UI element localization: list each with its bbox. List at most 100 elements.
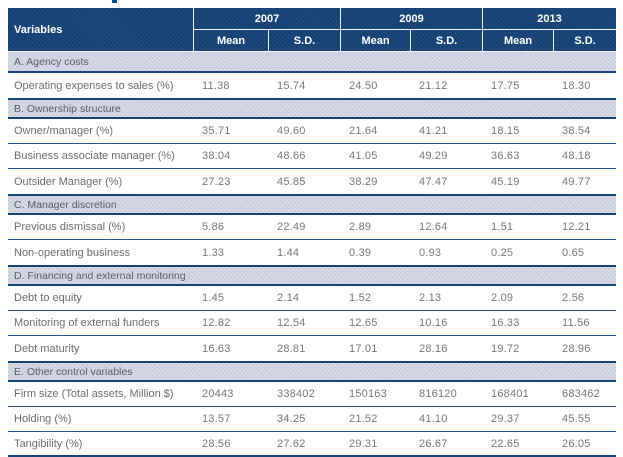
value-cell: 2.09 bbox=[482, 286, 554, 311]
variable-row: Debt to equity 1.45 2.14 1.52 2.13 2.09 2.56 bbox=[8, 286, 617, 311]
variable-row: Business associate manager (%) 38.04 48.66… bbox=[8, 144, 617, 169]
section-title: A. Agency costs bbox=[8, 52, 617, 73]
value-cell: 1.51 bbox=[482, 215, 554, 240]
section-header-row: E. Other control variables bbox=[8, 361, 617, 382]
value-cell: 0.39 bbox=[340, 240, 411, 265]
stat-subheader-row: Mean S.D. Mean S.D. Mean S.D. bbox=[8, 30, 617, 52]
variable-label: Operating expenses to sales (%) bbox=[8, 73, 193, 98]
value-cell: 16.33 bbox=[482, 311, 554, 336]
value-cell: 49.77 bbox=[553, 169, 617, 194]
value-cell: 21.12 bbox=[410, 73, 483, 98]
value-cell: 28.81 bbox=[268, 336, 341, 361]
value-cell: 0.25 bbox=[482, 240, 554, 265]
year-header-2013: 2013 bbox=[482, 8, 617, 30]
sd-header-2013: S.D. bbox=[553, 30, 617, 52]
variable-label: Owner/manager (%) bbox=[8, 119, 193, 144]
value-cell: 15.74 bbox=[268, 73, 341, 98]
variable-row: Outsider Manager (%) 27.23 45.85 38.29 47.47… bbox=[8, 169, 617, 194]
value-cell: 12.54 bbox=[268, 311, 341, 336]
value-cell: 18.30 bbox=[553, 73, 617, 98]
value-cell: 1.52 bbox=[340, 286, 411, 311]
value-cell: 1.45 bbox=[193, 286, 268, 311]
value-cell: 49.60 bbox=[268, 119, 341, 144]
value-cell: 27.23 bbox=[193, 169, 268, 194]
value-cell: 150163 bbox=[340, 382, 411, 407]
value-cell: 20443 bbox=[193, 382, 268, 407]
value-cell: 2.56 bbox=[553, 286, 617, 311]
value-cell: 2.89 bbox=[340, 215, 411, 240]
cropped-text-artifact bbox=[112, 0, 117, 3]
variable-row: Monitoring of external funders 12.82 12.54… bbox=[8, 311, 617, 336]
value-cell: 29.31 bbox=[340, 432, 411, 457]
value-cell: 19.72 bbox=[482, 336, 554, 361]
value-cell: 2.14 bbox=[268, 286, 341, 311]
value-cell: 45.19 bbox=[482, 169, 554, 194]
value-cell: 28.56 bbox=[193, 432, 268, 457]
value-cell: 1.44 bbox=[268, 240, 341, 265]
value-cell: 0.65 bbox=[553, 240, 617, 265]
mean-header-2009: Mean bbox=[340, 30, 411, 52]
value-cell: 38.29 bbox=[340, 169, 411, 194]
section-title: B. Ownership structure bbox=[8, 98, 617, 119]
section-title: C. Manager discretion bbox=[8, 194, 617, 215]
value-cell: 38.54 bbox=[553, 119, 617, 144]
section-title: E. Other control variables bbox=[8, 361, 617, 382]
variable-label: Debt maturity bbox=[8, 336, 193, 361]
value-cell: 168401 bbox=[482, 382, 554, 407]
value-cell: 26.05 bbox=[553, 432, 617, 457]
value-cell: 27.62 bbox=[268, 432, 341, 457]
value-cell: 48.66 bbox=[268, 144, 341, 169]
section-title: D. Financing and external monitoring bbox=[8, 265, 617, 286]
value-cell: 816120 bbox=[410, 382, 483, 407]
value-cell: 683462 bbox=[553, 382, 617, 407]
variable-row: Operating expenses to sales (%) 11.38 15.7… bbox=[8, 73, 617, 98]
value-cell: 45.85 bbox=[268, 169, 341, 194]
variable-row: Tangibility (%) 28.56 27.62 29.31 26.67 22.65… bbox=[8, 432, 617, 457]
variable-label: Monitoring of external funders bbox=[8, 311, 193, 336]
value-cell: 28.96 bbox=[553, 336, 617, 361]
table-header: Variables 2007 2009 2013 Mean S.D. Mean … bbox=[8, 8, 617, 52]
value-cell: 0.93 bbox=[410, 240, 483, 265]
value-cell: 24.50 bbox=[340, 73, 411, 98]
value-cell: 36.63 bbox=[482, 144, 554, 169]
value-cell: 12.65 bbox=[340, 311, 411, 336]
value-cell: 21.64 bbox=[340, 119, 411, 144]
value-cell: 17.75 bbox=[482, 73, 554, 98]
table-body: A. Agency costs Operating expenses to sal… bbox=[8, 52, 617, 457]
section-header-row: B. Ownership structure bbox=[8, 98, 617, 119]
value-cell: 28.16 bbox=[410, 336, 483, 361]
value-cell: 12.82 bbox=[193, 311, 268, 336]
value-cell: 1.33 bbox=[193, 240, 268, 265]
variable-label: Non-operating business bbox=[8, 240, 193, 265]
value-cell: 12.64 bbox=[410, 215, 483, 240]
variable-row: Debt maturity 16.63 28.81 17.01 28.16 19.72 28… bbox=[8, 336, 617, 361]
value-cell: 38.04 bbox=[193, 144, 268, 169]
value-cell: 22.65 bbox=[482, 432, 554, 457]
section-header-row: A. Agency costs bbox=[8, 52, 617, 73]
section-header-row: C. Manager discretion bbox=[8, 194, 617, 215]
value-cell: 338402 bbox=[268, 382, 341, 407]
value-cell: 16.63 bbox=[193, 336, 268, 361]
value-cell: 11.56 bbox=[553, 311, 617, 336]
value-cell: 2.13 bbox=[410, 286, 483, 311]
value-cell: 10.16 bbox=[410, 311, 483, 336]
value-cell: 22.49 bbox=[268, 215, 341, 240]
value-cell: 18.15 bbox=[482, 119, 554, 144]
value-cell: 12.21 bbox=[553, 215, 617, 240]
sd-header-2007: S.D. bbox=[268, 30, 341, 52]
value-cell: 48.18 bbox=[553, 144, 617, 169]
mean-header-2013: Mean bbox=[482, 30, 554, 52]
value-cell: 41.21 bbox=[410, 119, 483, 144]
variable-label: Firm size (Total assets, Million $) bbox=[8, 382, 193, 407]
variable-label: Business associate manager (%) bbox=[8, 144, 193, 169]
value-cell: 47.47 bbox=[410, 169, 483, 194]
year-header-2009: 2009 bbox=[340, 8, 483, 30]
sd-header-2009: S.D. bbox=[410, 30, 483, 52]
value-cell: 11.38 bbox=[193, 73, 268, 98]
value-cell: 41.05 bbox=[340, 144, 411, 169]
value-cell: 5.86 bbox=[193, 215, 268, 240]
value-cell: 49.29 bbox=[410, 144, 483, 169]
variable-row: Owner/manager (%) 35.71 49.60 21.64 41.21 18.… bbox=[8, 119, 617, 144]
variable-label: Tangibility (%) bbox=[8, 432, 193, 457]
section-header-row: D. Financing and external monitoring bbox=[8, 265, 617, 286]
